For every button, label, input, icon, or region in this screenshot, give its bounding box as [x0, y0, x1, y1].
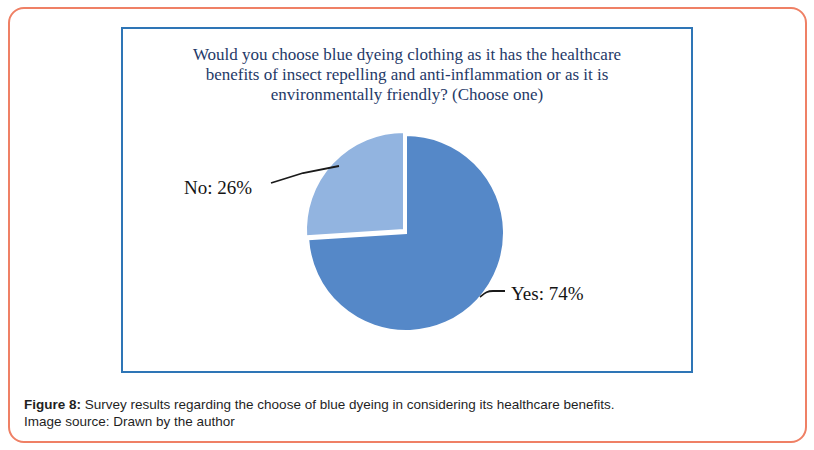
pie-label-no: No: 26%: [184, 177, 252, 199]
caption-line-1: Figure 8: Survey results regarding the c…: [24, 396, 784, 413]
caption-source: Image source: Drawn by the author: [24, 413, 784, 430]
caption-figure-number: Figure 8:: [24, 397, 81, 412]
chart-title-line-2: benefits of insect repelling and anti-in…: [141, 65, 673, 85]
chart-title: Would you choose blue dyeing clothing as…: [141, 45, 673, 105]
pie-label-yes: Yes: 74%: [511, 283, 584, 305]
chart-title-line-1: Would you choose blue dyeing clothing as…: [141, 45, 673, 65]
figure-image: Would you choose blue dyeing clothing as…: [0, 0, 814, 450]
chart-title-line-3: environmentally friendly? (Choose one): [141, 85, 673, 105]
figure-caption: Figure 8: Survey results regarding the c…: [24, 396, 784, 430]
caption-text: Survey results regarding the choose of b…: [81, 397, 615, 412]
